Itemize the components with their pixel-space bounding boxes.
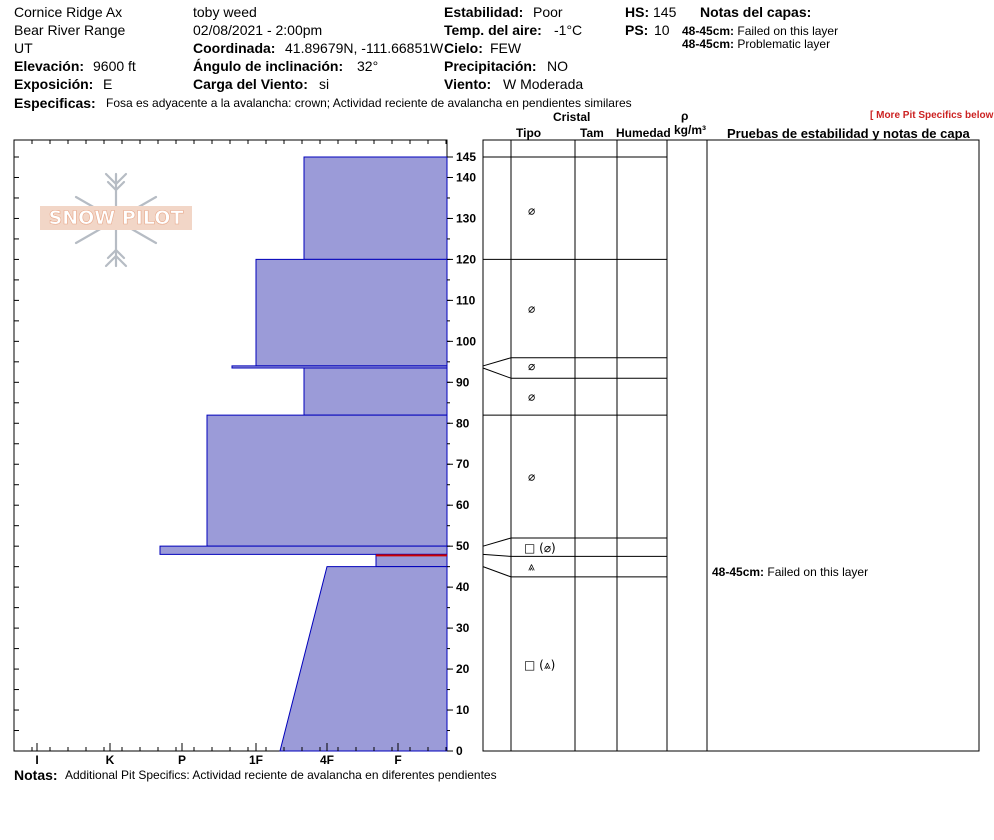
stability-label: Estabilidad: xyxy=(444,4,524,20)
hardness-layer xyxy=(303,367,448,416)
depth-tick-label: 120 xyxy=(456,252,476,266)
depth-tick-label: 50 xyxy=(456,539,470,553)
ps-value: 10 xyxy=(654,22,670,38)
hardness-tick-label: 1F xyxy=(249,753,263,767)
location-name: Cornice Ridge Ax xyxy=(14,4,123,20)
slope-value: 32° xyxy=(357,58,379,74)
coordinate-value: 41.89679N, -111.66851W xyxy=(285,40,444,56)
air-temp-label: Temp. del aire: xyxy=(444,22,542,38)
table-frame xyxy=(482,139,980,752)
hardness-layer xyxy=(303,156,448,260)
more-specifics-link[interactable]: [ More Pit Specifics below ] xyxy=(870,110,994,121)
coordinate-label: Coordinada: xyxy=(193,40,276,56)
stability-value: Poor xyxy=(533,4,563,20)
layer-note: 48-45cm: Failed on this layer xyxy=(682,24,839,38)
depth-tick-label: 10 xyxy=(456,703,470,717)
hardness-tick-label: P xyxy=(178,753,186,767)
grain-type-symbol: ⌀ xyxy=(528,203,535,217)
crystal-header: Cristal xyxy=(553,110,591,124)
grain-type-symbol: ⌀ xyxy=(528,390,535,404)
hs-label: HS: xyxy=(625,4,650,20)
depth-tick-label: 110 xyxy=(456,293,476,307)
layer-connector xyxy=(482,367,512,379)
depth-tick-label: 100 xyxy=(456,334,476,348)
depth-tick-label: 60 xyxy=(456,498,470,512)
ps-label: PS: xyxy=(625,22,649,38)
wind-load-value: si xyxy=(319,76,330,92)
depth-tick-label: 70 xyxy=(456,457,470,471)
depth-tick-label: 40 xyxy=(456,580,470,594)
specifics-value: Fosa es adyacente a la avalancha: crown;… xyxy=(106,96,632,110)
aspect-label: Exposición: xyxy=(14,76,94,92)
precip-value: NO xyxy=(547,58,568,74)
notes-value: Additional Pit Specifics: Actividad reci… xyxy=(65,768,497,782)
elevation-value: 9600 ft xyxy=(93,58,136,74)
size-header: Tam xyxy=(580,126,604,140)
depth-tick-label: 130 xyxy=(456,211,476,225)
precip-label: Precipitación: xyxy=(444,58,537,74)
layer-connector xyxy=(482,566,512,578)
wind-label: Viento: xyxy=(444,76,492,92)
slope-label: Ángulo de inclinación: xyxy=(193,58,344,74)
depth-tick-label: 90 xyxy=(456,375,470,389)
layer-connector xyxy=(482,357,512,367)
wind-value: W Moderada xyxy=(503,76,584,92)
state: UT xyxy=(14,40,33,56)
observer: toby weed xyxy=(193,4,257,20)
test-note: 48-45cm: Failed on this layer xyxy=(712,565,869,579)
sky-label: Cielo: xyxy=(444,40,483,56)
depth-tick-label: 80 xyxy=(456,416,470,430)
grain-type-symbol: ⌀ xyxy=(528,470,535,484)
profile-table: ⌀ ⌀ ⌀ ⌀ ⌀ □ (⌀) ⩓ □ (⩓) xyxy=(482,139,980,752)
hardness-layer xyxy=(255,258,448,367)
mountain-range: Bear River Range xyxy=(14,22,126,38)
depth-tick-label: 140 xyxy=(456,170,476,184)
elevation-label: Elevación: xyxy=(14,58,85,74)
depth-tick-label: 145 xyxy=(456,150,476,164)
hs-value: 145 xyxy=(653,4,677,20)
layer-notes-title: Notas del capas: xyxy=(700,4,812,20)
grain-type-symbol: □ (⌀) xyxy=(524,541,556,555)
snowpilot-logo: SNOW PILOT xyxy=(36,172,196,268)
date-time: 02/08/2021 - 2:00pm xyxy=(193,22,323,38)
type-header: Tipo xyxy=(516,126,542,140)
layer-note: 48-45cm: Problematic layer xyxy=(682,37,831,51)
specifics-label: Especificas: xyxy=(14,95,96,111)
hardness-layer xyxy=(279,566,448,752)
depth-tick-label: 20 xyxy=(456,662,470,676)
hardness-layer xyxy=(159,545,448,555)
hardness-tick-label: F xyxy=(394,753,401,767)
aspect-value: E xyxy=(103,76,113,92)
air-temp-value: -1°C xyxy=(554,22,583,38)
depth-tick-label: 0 xyxy=(456,744,463,758)
logo-text: SNOW PILOT xyxy=(40,206,192,230)
grain-type-symbol: ⩓ xyxy=(528,560,535,574)
hardness-layer xyxy=(206,414,448,547)
grain-type-symbol: ⌀ xyxy=(528,359,535,373)
hardness-tick-label: I xyxy=(35,753,38,767)
grain-type-symbol: □ (⩓) xyxy=(524,658,555,672)
layer-connector xyxy=(482,553,512,557)
sky-value: FEW xyxy=(490,40,522,56)
notes-label: Notas: xyxy=(14,767,58,783)
layer-connector xyxy=(482,537,512,547)
depth-tick-label: 30 xyxy=(456,621,470,635)
wind-load-label: Carga del Viento: xyxy=(193,76,308,92)
moisture-header: Humedad xyxy=(616,126,671,140)
grain-type-symbol: ⌀ xyxy=(528,302,535,316)
hardness-tick-label: K xyxy=(106,753,115,767)
density-header: kg/m³ xyxy=(674,123,707,137)
tests-header: Pruebas de estabilidad y notas de capa xyxy=(727,126,970,141)
rho-header: ρ xyxy=(681,109,689,123)
hardness-plot: I K P 1F 4F F 0 10 20 30 40 50 60 70 80 90 100 110 120 130 1… xyxy=(13,139,476,767)
hardness-tick-label: 4F xyxy=(320,753,334,767)
